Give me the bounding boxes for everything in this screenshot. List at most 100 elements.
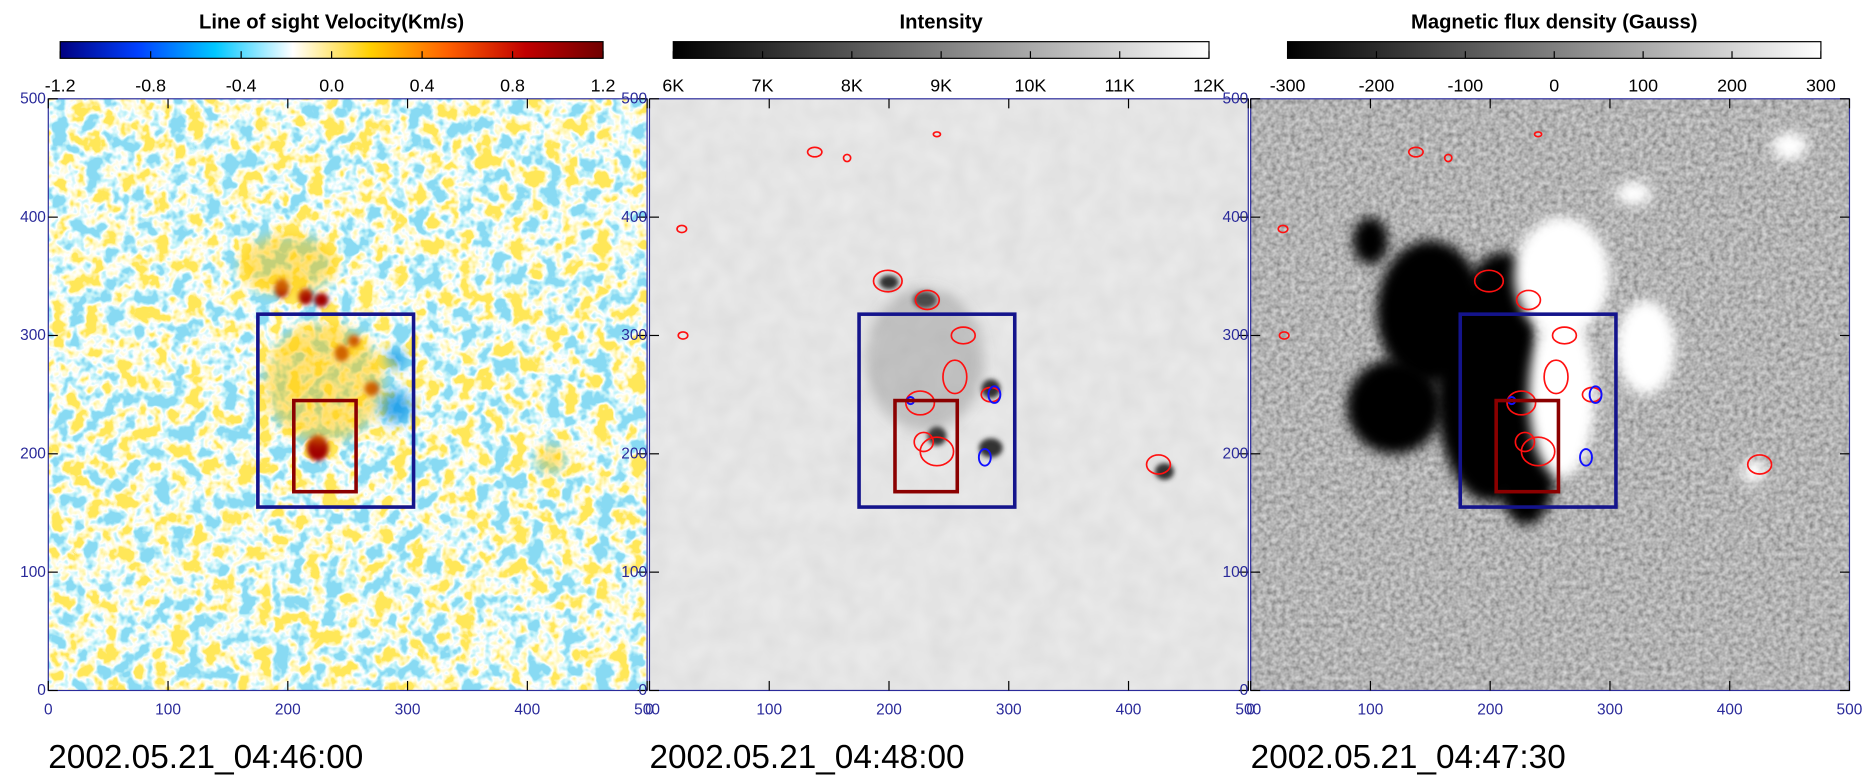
x-tick-label: 200 [1477,701,1503,718]
contour [1579,448,1593,467]
plot-frame [47,98,648,692]
x-tick-label: 100 [155,701,181,718]
timestamp: 2002.05.21_04:46:00 [48,739,363,775]
region-box [857,312,1017,509]
image [1250,98,1850,691]
contour [977,448,992,467]
colorbar-title: Magnetic flux density (Gauss) [1411,12,1698,34]
contour [806,146,823,158]
contour [1746,454,1773,475]
x-tick-label: 500 [634,701,660,718]
contour [1588,385,1603,404]
y-tick-label: 100 [20,564,46,581]
colorbar-tick-label: 0.0 [319,76,344,96]
colorbar-tick-label: 100 [1628,76,1658,96]
contour [950,326,976,345]
feature [879,275,899,290]
feature [1771,131,1808,161]
colorbar-tick-label: 6K [662,76,684,96]
colorbar-tick-label: 300 [1806,76,1836,96]
panel: Intensity 6K 7K 8K 9K 10K 11K 12K 0 100 200 300 400 5… [621,12,1261,775]
contour [905,390,936,416]
x-tick-label: 300 [996,701,1022,718]
y-tick-label: 400 [1222,209,1248,226]
contour [842,153,852,163]
contour [1543,359,1569,395]
colorbar-tick-label: -1.2 [45,76,76,96]
timestamp: 2002.05.21_04:47:30 [1251,739,1566,775]
feature [1616,299,1676,395]
contour [1407,146,1424,158]
y-tick-label: 0 [638,682,647,699]
y-tick-label: 500 [1222,91,1248,108]
contour [913,431,935,453]
region-box [893,398,960,494]
y-tick-label: 300 [1222,327,1248,344]
region-box [1458,312,1618,509]
y-tick-label: 200 [621,446,647,463]
panel: Magnetic flux density (Gauss) -300 -200 -10… [1222,12,1862,775]
x-tick-label: 500 [1837,701,1863,718]
colorbar-tick-label: -0.8 [135,76,166,96]
contour [1506,390,1537,416]
x-tick-label: 200 [876,701,902,718]
plot-frame [1250,98,1851,692]
contour [1515,289,1542,311]
feature [927,426,947,446]
colorbar-tick-label: -100 [1447,76,1483,96]
y-tick-label: 500 [20,91,46,108]
contour [1473,269,1505,293]
colorbar-tick-label: 0.4 [410,76,435,96]
x-tick-label: 400 [514,701,540,718]
contour [932,131,942,138]
x-tick-label: 400 [1717,701,1743,718]
colorbar-tick-label: 1.2 [591,76,616,96]
x-tick-label: 100 [1358,701,1384,718]
contour [1145,454,1172,475]
y-tick-label: 500 [621,91,647,108]
contour [676,224,688,234]
y-tick-label: 0 [37,682,46,699]
image [649,98,1249,691]
x-tick-label: 0 [1246,701,1255,718]
contour [914,289,941,311]
panel: Line of sight Velocity(Km/s) -1.2 -0.8 -0.4… [20,12,660,775]
x-tick-label: 0 [44,701,53,718]
feature [1616,181,1652,206]
contour [1443,153,1453,163]
colorbar-tick-label: 0 [1549,76,1559,96]
feature [1154,463,1174,480]
y-tick-label: 400 [20,209,46,226]
plot-frame [648,98,1249,692]
colorbar-tick-label: -0.4 [226,76,257,96]
contour [1278,331,1290,340]
colorbar-tick-label: 0.8 [500,76,525,96]
colorbar-tick-label: 8K [841,76,863,96]
colorbar-title: Line of sight Velocity(Km/s) [199,12,464,34]
y-tick-label: 0 [1240,682,1249,699]
x-tick-label: 300 [1597,701,1623,718]
region-box [256,312,416,509]
y-tick-label: 100 [621,564,647,581]
contour [1277,224,1289,234]
colorbar-tick-label: 10K [1015,76,1047,96]
y-tick-label: 100 [1222,564,1248,581]
x-tick-label: 200 [275,701,301,718]
colorbar-tick-label: 12K [1193,76,1225,96]
feature [386,349,406,369]
x-tick-label: 100 [756,701,782,718]
region-box [1494,398,1561,494]
contour [1551,326,1578,345]
contour [942,359,968,395]
colorbar-title: Intensity [900,12,984,34]
y-tick-label: 400 [621,209,647,226]
feature [978,438,1003,458]
y-tick-label: 200 [1222,446,1248,463]
feature [1528,311,1596,478]
feature [264,323,384,443]
y-tick-label: 200 [20,446,46,463]
feature [240,234,336,295]
colorbar-tick-label: 7K [752,76,774,96]
contour [872,269,903,293]
